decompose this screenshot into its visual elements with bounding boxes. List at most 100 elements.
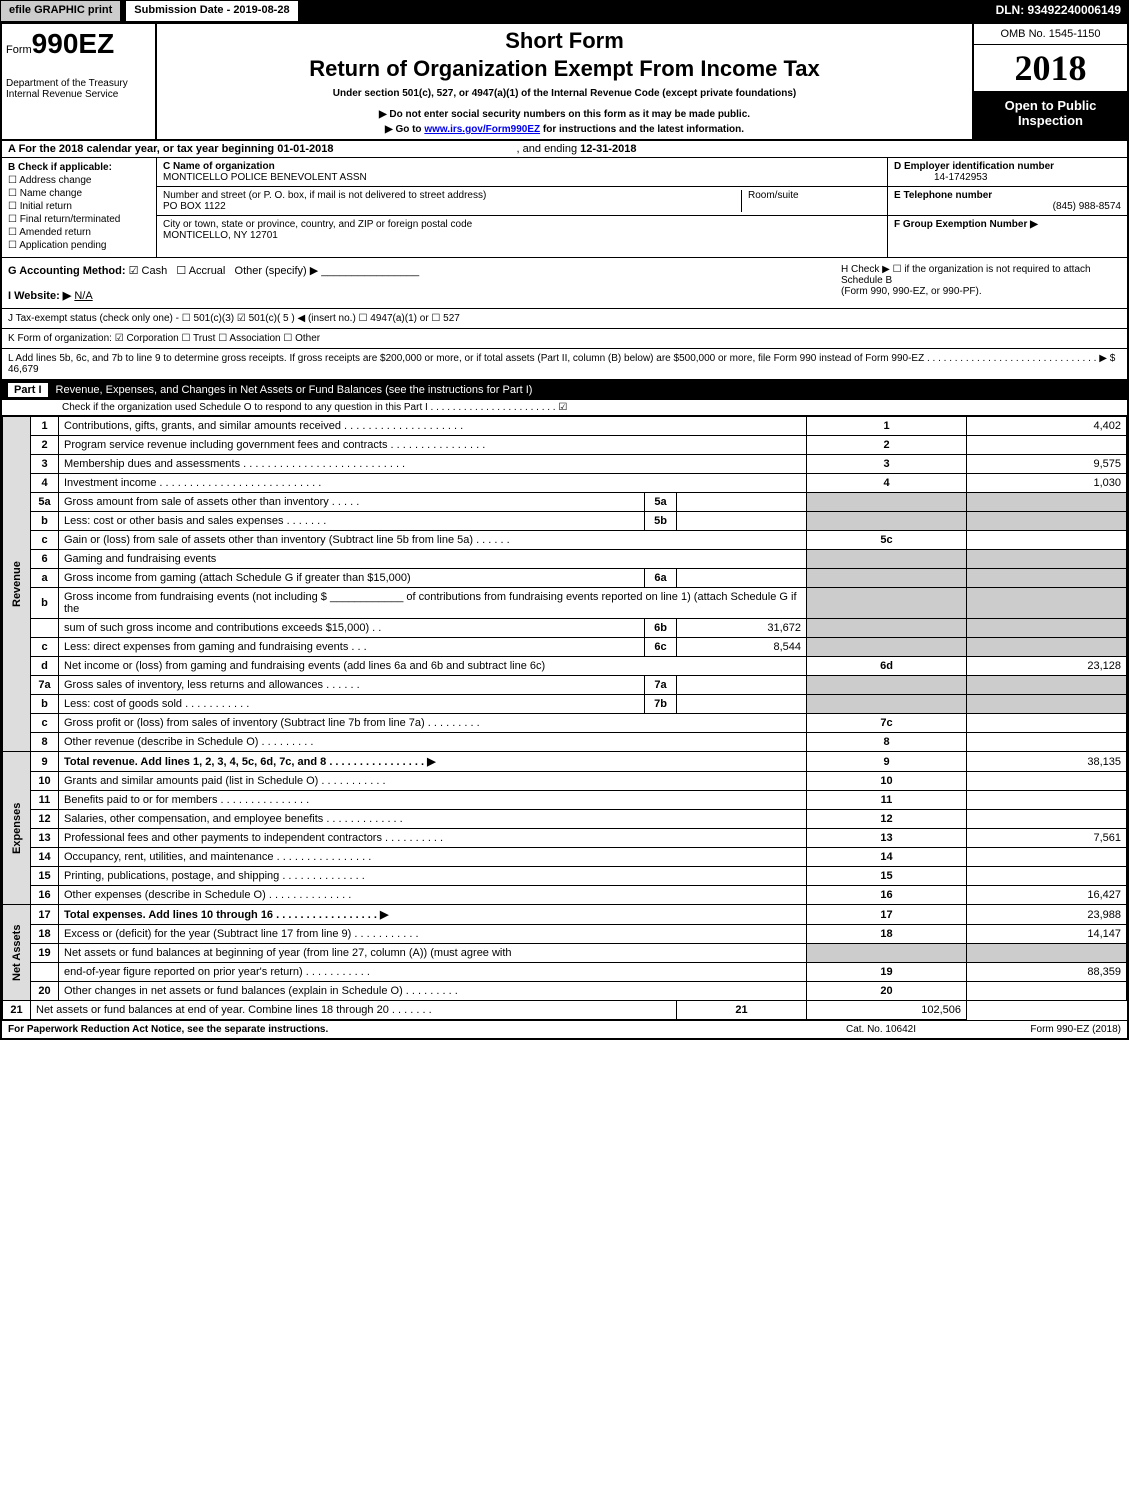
header-right: OMB No. 1545-1150 2018 Open to Public In… — [972, 24, 1127, 139]
line-num: b — [31, 512, 59, 531]
section-k-org-form: K Form of organization: ☑ Corporation ☐ … — [2, 329, 1127, 349]
header-left: Form990EZ Department of the Treasury Int… — [2, 24, 157, 139]
line-label: Total expenses. Add lines 10 through 16 … — [59, 905, 807, 925]
ssn-warning: ▶ Do not enter social security numbers o… — [165, 109, 964, 120]
table-row: cLess: direct expenses from gaming and f… — [3, 638, 1127, 657]
line-amount — [967, 588, 1127, 619]
chk-name-change[interactable]: ☐ Name change — [8, 188, 150, 199]
tel-label: E Telephone number — [894, 190, 992, 201]
org-name-cell: C Name of organization MONTICELLO POLICE… — [157, 158, 887, 187]
line-num-col — [807, 619, 967, 638]
table-row: cGain or (loss) from sale of assets othe… — [3, 531, 1127, 550]
chk-amended-return[interactable]: ☐ Amended return — [8, 227, 150, 238]
section-g-h: G Accounting Method: ☑ Cash ☐ Accrual Ot… — [2, 258, 1127, 309]
chk-cash[interactable]: ☑ Cash — [129, 265, 168, 277]
return-title: Return of Organization Exempt From Incom… — [165, 56, 964, 82]
section-vlabel: Expenses — [3, 752, 31, 905]
paperwork-notice: For Paperwork Reduction Act Notice, see … — [8, 1024, 801, 1035]
section-h: H Check ▶ ☐ if the organization is not r… — [841, 264, 1121, 302]
table-row: 20Other changes in net assets or fund ba… — [3, 982, 1127, 1001]
org-address: PO BOX 1122 — [163, 201, 741, 212]
line-label: Salaries, other compensation, and employ… — [59, 810, 807, 829]
line-label: Other changes in net assets or fund bala… — [59, 982, 807, 1001]
line-num-col: 14 — [807, 848, 967, 867]
dept-line2: Internal Revenue Service — [6, 89, 151, 100]
line-label: Gross sales of inventory, less returns a… — [59, 676, 645, 695]
sub-line-num: 6c — [645, 638, 677, 657]
table-row: 11Benefits paid to or for members . . . … — [3, 791, 1127, 810]
line-amount: 9,575 — [967, 455, 1127, 474]
line-num-col: 18 — [807, 925, 967, 944]
line-num: 12 — [31, 810, 59, 829]
chk-application-pending[interactable]: ☐ Application pending — [8, 240, 150, 251]
table-row: cGross profit or (loss) from sales of in… — [3, 714, 1127, 733]
line-amount: 102,506 — [807, 1001, 967, 1020]
omb-number: OMB No. 1545-1150 — [974, 24, 1127, 45]
table-row: 6Gaming and fundraising events — [3, 550, 1127, 569]
line-num-col — [807, 493, 967, 512]
line-num-col — [807, 676, 967, 695]
line-num-col: 13 — [807, 829, 967, 848]
sub-line-num: 6a — [645, 569, 677, 588]
sub-line-value — [677, 569, 807, 588]
line-amount — [967, 714, 1127, 733]
table-row: 12Salaries, other compensation, and empl… — [3, 810, 1127, 829]
line-num-col: 1 — [807, 417, 967, 436]
efile-print-button[interactable]: efile GRAPHIC print — [0, 0, 121, 22]
form-990ez: Form990EZ Department of the Treasury Int… — [0, 22, 1129, 1040]
line-label: Less: direct expenses from gaming and fu… — [59, 638, 645, 657]
sub-line-num: 7a — [645, 676, 677, 695]
chk-accrual[interactable]: ☐ Accrual — [176, 265, 225, 277]
part-i-table: Revenue1Contributions, gifts, grants, an… — [2, 416, 1127, 1020]
line-num: 10 — [31, 772, 59, 791]
line-amount — [967, 944, 1127, 963]
sub-line-value — [677, 676, 807, 695]
tel-cell: E Telephone number (845) 988-8574 — [888, 187, 1127, 216]
table-row: 7aGross sales of inventory, less returns… — [3, 676, 1127, 695]
tel-value: (845) 988-8574 — [1053, 201, 1121, 212]
line-label: Less: cost or other basis and sales expe… — [59, 512, 645, 531]
line-amount: 88,359 — [967, 963, 1127, 982]
subtitle: Under section 501(c), 527, or 4947(a)(1)… — [165, 88, 964, 99]
line-amount — [967, 619, 1127, 638]
line-num: b — [31, 588, 59, 619]
begin-date: 01-01-2018 — [277, 143, 333, 155]
line-num-col: 3 — [807, 455, 967, 474]
tax-year: 2018 — [974, 45, 1127, 92]
section-vlabel: Net Assets — [3, 905, 31, 1001]
line-num: 3 — [31, 455, 59, 474]
submission-date: Submission Date - 2019-08-28 — [125, 0, 298, 22]
line-num: b — [31, 695, 59, 714]
line-label: Gross profit or (loss) from sales of inv… — [59, 714, 807, 733]
part-i-label: Part I — [8, 383, 48, 397]
sub-line-num: 6b — [645, 619, 677, 638]
form-ref: Form 990-EZ (2018) — [961, 1024, 1121, 1035]
goto-line: ▶ Go to www.irs.gov/Form990EZ for instru… — [165, 124, 964, 135]
chk-initial-return[interactable]: ☐ Initial return — [8, 201, 150, 212]
section-l-gross-receipts: L Add lines 5b, 6c, and 7b to line 9 to … — [2, 349, 1127, 380]
line-num: 14 — [31, 848, 59, 867]
line-num: 7a — [31, 676, 59, 695]
sub-line-num: 5a — [645, 493, 677, 512]
line-num: 5a — [31, 493, 59, 512]
line-num-col: 9 — [807, 752, 967, 772]
accounting-other: Other (specify) ▶ — [235, 265, 319, 277]
line-num: 16 — [31, 886, 59, 905]
line-amount — [967, 676, 1127, 695]
line-num-col: 12 — [807, 810, 967, 829]
line-amount — [967, 791, 1127, 810]
chk-final-return[interactable]: ☐ Final return/terminated — [8, 214, 150, 225]
irs-link[interactable]: www.irs.gov/Form990EZ — [424, 124, 540, 135]
short-form-label: Short Form — [165, 28, 964, 54]
line-label: Investment income . . . . . . . . . . . … — [59, 474, 807, 493]
section-a-prefix: A For the 2018 calendar year, or tax yea… — [8, 143, 277, 155]
line-num-col: 8 — [807, 733, 967, 752]
table-row: Expenses9Total revenue. Add lines 1, 2, … — [3, 752, 1127, 772]
addr-label: Number and street (or P. O. box, if mail… — [163, 190, 741, 201]
table-row: 2Program service revenue including gover… — [3, 436, 1127, 455]
section-h-line1: H Check ▶ ☐ if the organization is not r… — [841, 264, 1121, 286]
line-num: 6 — [31, 550, 59, 569]
line-label: Program service revenue including govern… — [59, 436, 807, 455]
line-num: 13 — [31, 829, 59, 848]
chk-address-change[interactable]: ☐ Address change — [8, 175, 150, 186]
